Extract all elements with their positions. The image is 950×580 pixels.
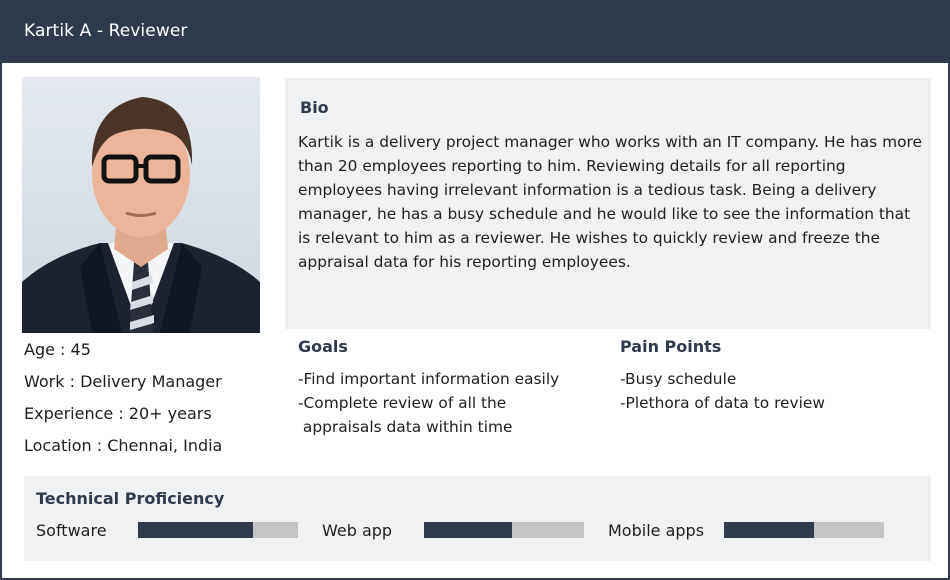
bio-title: Bio: [300, 98, 329, 117]
person-portrait-icon: [22, 77, 260, 333]
goal-item: -Find important information easily: [298, 370, 560, 388]
skill-label-mobile-apps: Mobile apps: [608, 521, 705, 540]
work-label: Work : Delivery Manager: [24, 372, 222, 391]
skill-label-web-app: Web app: [322, 521, 393, 540]
technical-proficiency-panel: Technical Proficiency Software Web app M…: [24, 476, 931, 561]
pain-point-item: -Plethora of data to review: [620, 394, 825, 412]
skill-bar-web-app: [424, 522, 584, 538]
goals-title: Goals: [298, 337, 348, 356]
bio-panel: Bio Kartik is a delivery project manager…: [285, 78, 931, 329]
experience-label: Experience : 20+ years: [24, 404, 212, 423]
goal-item: -Complete review of all the: [298, 394, 507, 412]
skill-bar-fill: [424, 522, 512, 538]
bio-text: Kartik is a delivery project manager who…: [298, 133, 922, 271]
pain-point-item: -Busy schedule: [620, 370, 737, 388]
skill-bar-fill: [724, 522, 814, 538]
age-label: Age : 45: [24, 340, 91, 359]
pain-points-title: Pain Points: [620, 337, 722, 356]
persona-title: Kartik A - Reviewer: [24, 21, 188, 41]
technical-proficiency-title: Technical Proficiency: [36, 489, 225, 508]
skill-bar-software: [138, 522, 298, 538]
header-bar: Kartik A - Reviewer: [2, 2, 948, 63]
profile-photo: [22, 77, 260, 333]
location-label: Location : Chennai, India: [24, 436, 223, 455]
skill-bar-fill: [138, 522, 254, 538]
goal-item: appraisals data within time: [298, 418, 513, 436]
skill-bar-mobile-apps: [724, 522, 884, 538]
skill-label-software: Software: [36, 521, 107, 540]
